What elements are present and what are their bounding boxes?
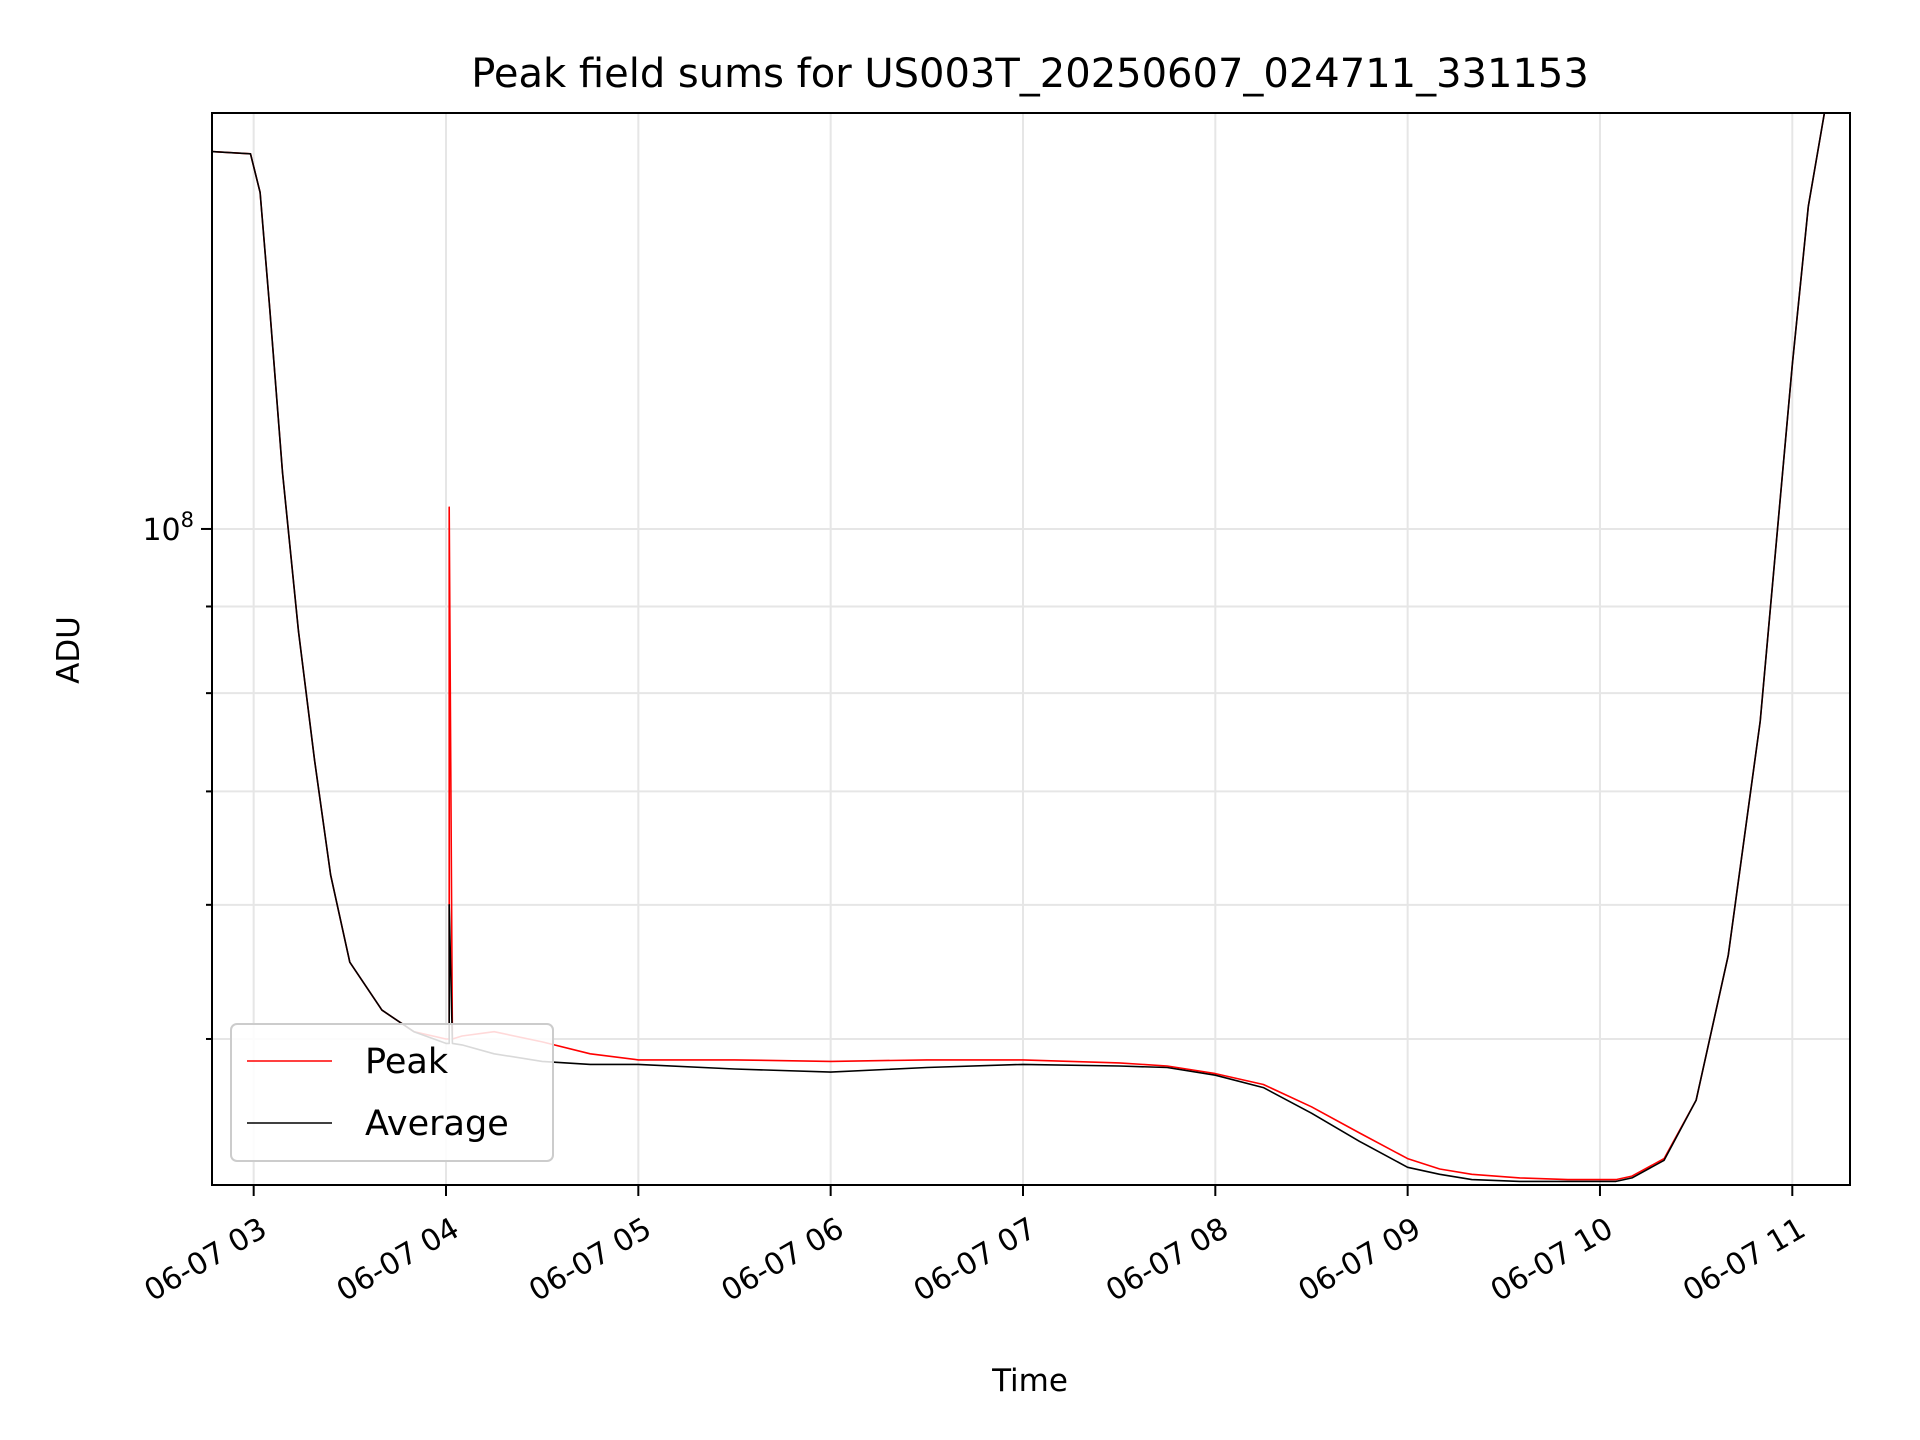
grid-layer <box>212 113 1850 1185</box>
y-axis-label: ADU <box>51 616 87 684</box>
series-line-average <box>211 112 1850 1183</box>
chart-title: Peak field sums for US003T_20250607_0247… <box>471 51 1589 97</box>
y-tick-label: 108 <box>142 508 194 548</box>
series-layer <box>211 112 1850 1183</box>
legend: Peak Average <box>230 1023 554 1162</box>
legend-label-average: Average <box>365 1104 509 1144</box>
legend-box <box>230 1023 554 1162</box>
plot-area-frame <box>211 112 1851 1186</box>
legend-label-peak: Peak <box>365 1042 449 1082</box>
x-axis-label: Time <box>991 1363 1068 1399</box>
